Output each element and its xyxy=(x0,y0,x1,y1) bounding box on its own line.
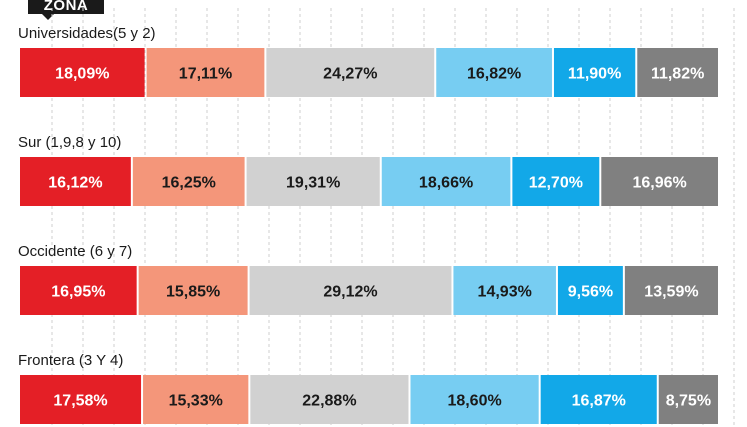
data-label: 9,56% xyxy=(568,284,613,301)
bar-segment xyxy=(601,157,718,206)
bar-segment xyxy=(250,375,409,424)
bar-segment xyxy=(143,375,249,424)
bar-segment xyxy=(20,157,131,206)
data-label: 16,12% xyxy=(48,175,102,192)
data-label: 17,58% xyxy=(53,393,107,410)
category-label: Universidades(5 y 2) xyxy=(18,25,156,42)
data-label: 18,66% xyxy=(419,175,473,192)
bar-segment xyxy=(138,266,248,315)
data-label: 16,25% xyxy=(162,175,216,192)
data-label: 18,09% xyxy=(55,66,109,83)
data-label: 11,90% xyxy=(568,66,621,83)
data-label: 8,75% xyxy=(666,393,711,410)
bar-segment xyxy=(249,266,452,315)
bar-segment xyxy=(410,375,539,424)
bar-segment xyxy=(146,48,265,97)
data-label: 16,96% xyxy=(633,175,687,192)
bar-segment xyxy=(381,157,511,206)
data-label: 24,27% xyxy=(323,66,377,83)
bar-segment xyxy=(132,157,245,206)
bar-segment xyxy=(20,375,142,424)
bar-segment xyxy=(637,48,718,97)
bar-segment xyxy=(512,157,600,206)
data-label: 11,82% xyxy=(651,66,704,83)
data-label: 12,70% xyxy=(529,175,583,192)
bar-segment xyxy=(246,157,380,206)
data-label: 13,59% xyxy=(644,284,698,301)
bar-segment xyxy=(553,48,636,97)
category-label: Frontera (3 Y 4) xyxy=(18,352,123,369)
data-label: 16,82% xyxy=(467,66,521,83)
bar-segment xyxy=(557,266,623,315)
data-label: 19,31% xyxy=(286,175,340,192)
bar-segment xyxy=(540,375,657,424)
bar-segment xyxy=(266,48,435,97)
data-label: 29,12% xyxy=(323,284,377,301)
data-label: 16,95% xyxy=(51,284,105,301)
zone-header-tag: ZONA xyxy=(28,0,104,20)
data-label: 14,93% xyxy=(478,284,532,301)
data-label: 18,60% xyxy=(447,393,501,410)
data-label: 15,85% xyxy=(166,284,220,301)
category-label: Occidente (6 y 7) xyxy=(18,243,132,260)
bar-segment xyxy=(436,48,552,97)
bar-segment xyxy=(453,266,556,315)
category-label: Sur (1,9,8 y 10) xyxy=(18,134,121,151)
data-label: 17,11% xyxy=(179,66,232,83)
data-label: 15,33% xyxy=(169,393,223,410)
data-label: 22,88% xyxy=(302,393,356,410)
bar-segment xyxy=(624,266,718,315)
bar-segment xyxy=(20,48,145,97)
data-label: 16,87% xyxy=(572,393,626,410)
bar-segment xyxy=(658,375,718,424)
bar-segment xyxy=(20,266,137,315)
